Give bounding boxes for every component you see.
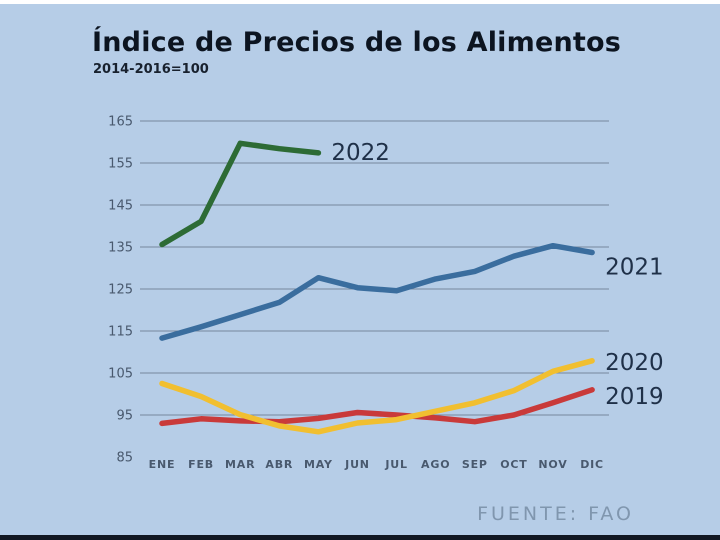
chart-subtitle: 2014-2016=100 (93, 62, 209, 77)
xtick-label-nov: NOV (538, 458, 567, 471)
ytick-label-85: 85 (116, 451, 133, 466)
series-label-2021: 2021 (605, 254, 664, 280)
xtick-label-sep: SEP (462, 458, 488, 471)
ytick-label-135: 135 (108, 241, 133, 256)
ytick-label-115: 115 (108, 325, 133, 340)
ytick-label-165: 165 (108, 115, 133, 130)
xtick-label-mar: MAR (225, 458, 255, 471)
ytick-label-145: 145 (108, 199, 133, 214)
series-year-labels: 2021 2022 2019 2020 (331, 140, 663, 410)
xtick-label-abr: ABR (265, 458, 293, 471)
series-label-2020: 2020 (605, 350, 664, 376)
xtick-label-jul: JUL (384, 458, 407, 471)
ytick-label-95: 95 (116, 409, 133, 424)
source-attribution: FUENTE: FAO (477, 503, 634, 525)
data-series-lines (159, 140, 595, 435)
line-2022 (159, 140, 322, 248)
bottom-border-strip (0, 535, 720, 540)
xtick-label-oct: OCT (500, 458, 527, 471)
xtick-label-jun: JUN (344, 458, 370, 471)
chart-title: Índice de Precios de los Alimentos (92, 27, 622, 58)
xtick-label-ago: AGO (421, 458, 450, 471)
x-axis-month-labels: ENE FEB MAR ABR MAY JUN JUL AGO SEP OCT NOV DIC (149, 458, 604, 471)
series-label-2019: 2019 (605, 384, 664, 410)
ytick-label-105: 105 (108, 367, 133, 382)
ytick-label-155: 155 (108, 157, 133, 172)
ytick-label-125: 125 (108, 283, 133, 298)
line-2021 (159, 242, 595, 341)
line-2019 (159, 387, 595, 427)
y-axis-tick-labels: 85 95 105 115 125 135 145 155 165 (108, 115, 133, 466)
xtick-label-may: MAY (304, 458, 333, 471)
xtick-label-feb: FEB (188, 458, 214, 471)
xtick-label-dic: DIC (580, 458, 604, 471)
xtick-label-ene: ENE (149, 458, 176, 471)
series-label-2022: 2022 (331, 140, 390, 166)
top-border-strip (0, 0, 720, 4)
line-2020 (159, 358, 595, 435)
